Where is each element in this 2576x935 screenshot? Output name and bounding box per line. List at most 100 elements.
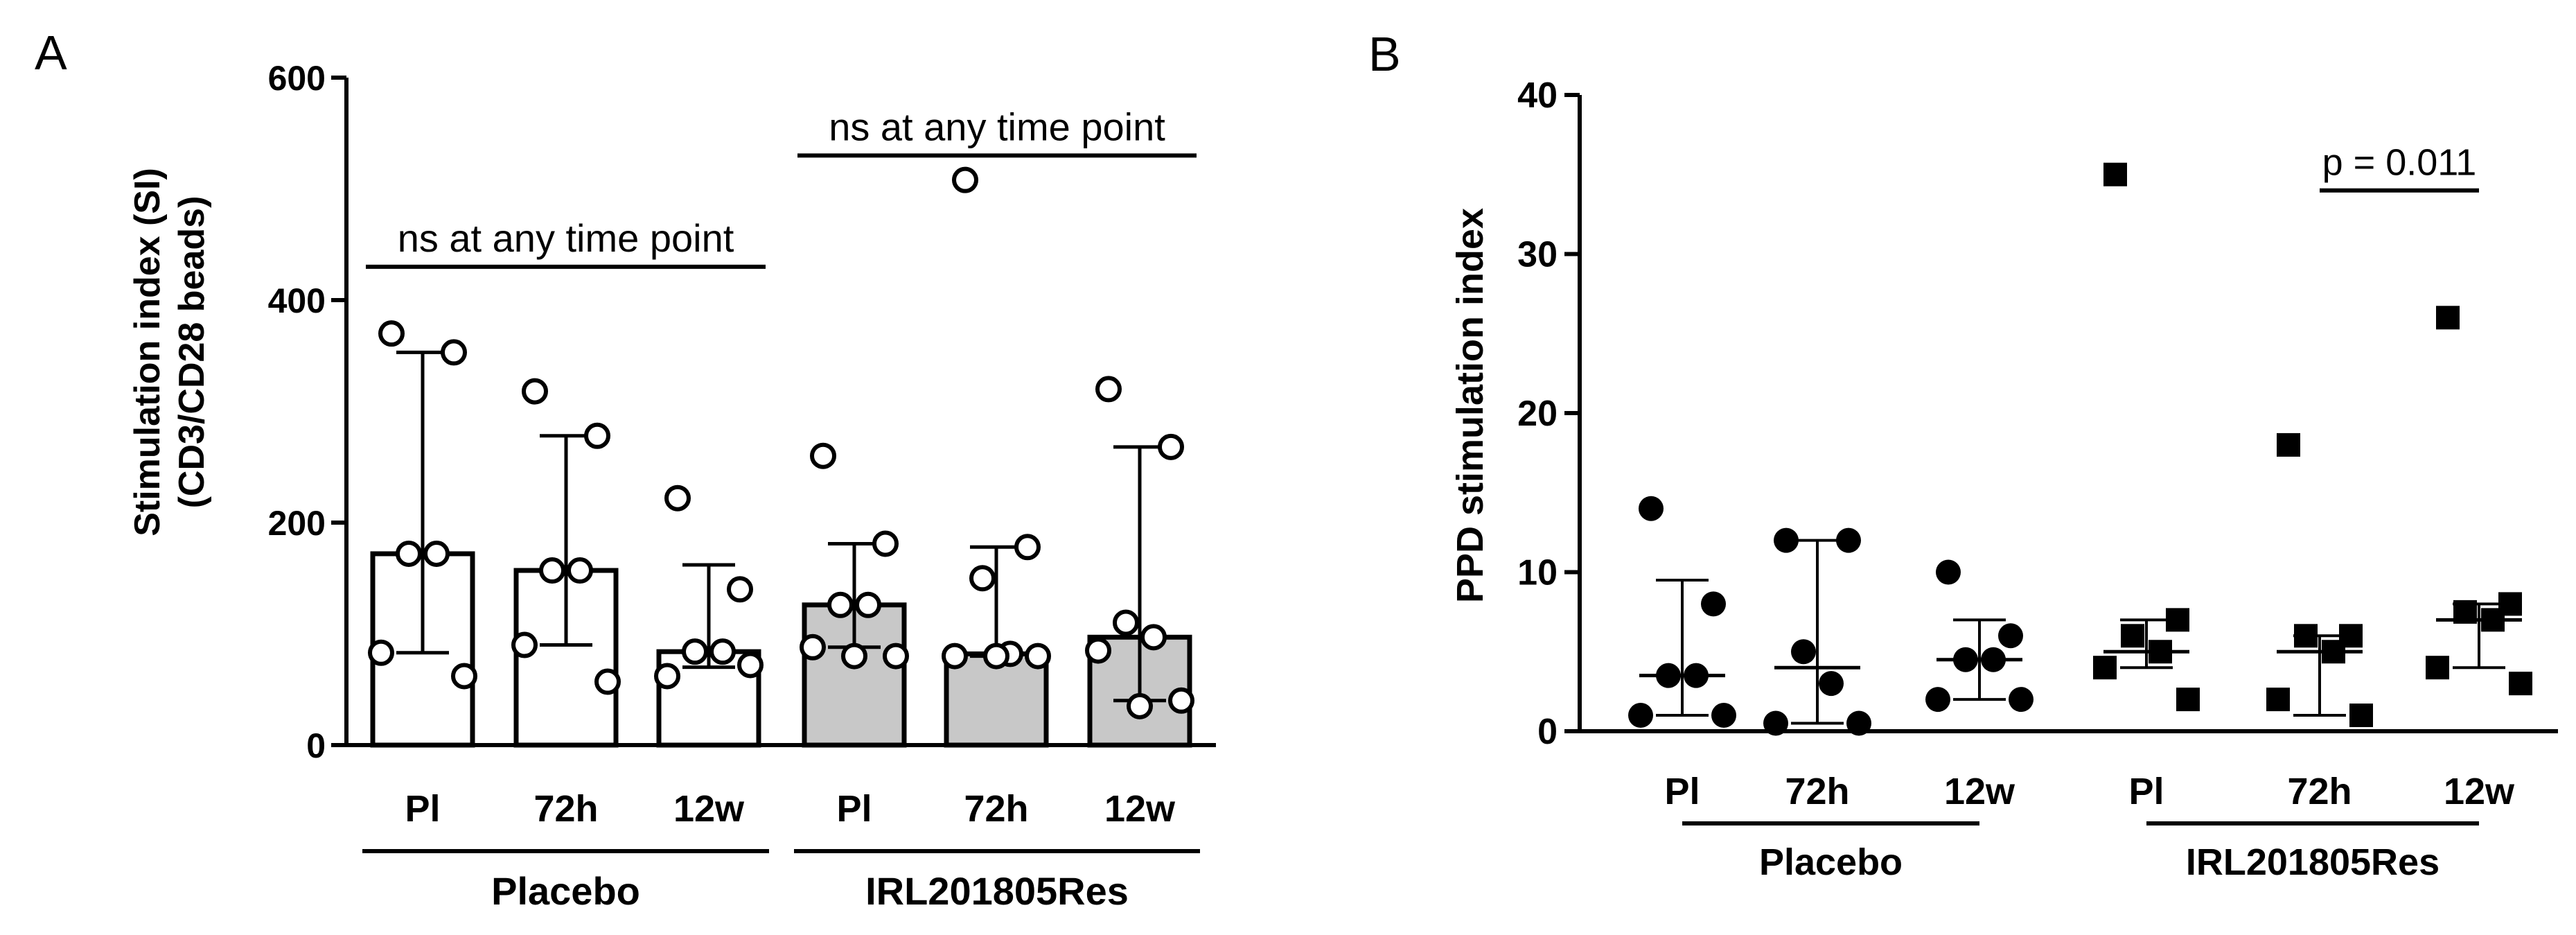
data-point [396,540,422,567]
data-point [664,484,691,512]
data-point [584,422,610,449]
x-tick-label: 72h [964,788,1028,830]
y-tick-label: 400 [268,281,326,320]
data-point [567,557,593,584]
data-point [1711,703,1736,728]
data-point [368,639,394,666]
data-point [709,638,736,665]
data-point [594,668,621,695]
data-point [2509,672,2532,696]
annotation-text: p = 0.011 [2322,142,2477,184]
y-tick-label: 40 [1517,76,1558,116]
data-point [2349,704,2373,728]
x-tick-label: Pl [2128,771,2164,812]
data-point [2103,162,2127,186]
y-tick-label: 0 [306,726,326,765]
data-point [1140,624,1167,651]
annotation-text: ns at any time point [398,216,734,260]
data-point [1684,663,1709,688]
x-tick-label: 72h [2287,771,2352,812]
data-point [1701,591,1726,617]
data-point [1127,692,1153,719]
y-tick-label: 20 [1517,394,1558,434]
data-point [1981,647,2006,672]
group-label: IRL201805Res [2186,841,2440,883]
data-point [654,663,680,690]
data-point [2277,432,2300,457]
data-point [1025,643,1051,670]
data-point [1936,559,1961,585]
data-point [682,638,708,665]
data-point [827,591,854,618]
data-point [2009,687,2034,713]
data-point [1085,637,1111,664]
data-point [855,591,881,618]
panel-b-ylabel: PPD stimulation index [1449,208,1491,603]
data-point [1639,496,1664,521]
group-label: Placebo [1759,841,1903,883]
data-point [522,378,548,405]
panel-b-letter: B [1368,27,1401,81]
data-point [2426,656,2449,680]
data-point [800,633,826,661]
x-tick-label: 12w [673,788,745,830]
x-tick-label: Pl [836,788,872,830]
data-point [423,540,450,567]
panel-b: B PPD stimulation index 0 10 20 30 40 Pl 72h 12… [1368,27,2558,883]
data-point [2294,624,2318,648]
data-point [378,320,405,347]
group-label: IRL201805Res [865,869,1129,913]
y-tick-label: 600 [268,59,326,98]
panel-a: A Stimulation index (SI) (CD3/CD28 beads… [35,26,1216,913]
data-point [2481,608,2505,632]
data-point [952,166,978,193]
data-point [451,663,477,690]
data-point [2093,656,2117,680]
data-point [969,565,996,592]
data-point [1925,687,1950,713]
x-tick-label: 12w [1944,771,2015,812]
data-point [1158,433,1184,460]
data-point [2436,306,2460,330]
y-tick-label: 200 [268,504,326,543]
data-point [1168,687,1194,714]
data-point [1819,671,1844,697]
data-point [2166,608,2189,632]
x-tick-label: Pl [405,788,440,830]
data-point [983,643,1009,670]
data-point [2453,600,2477,624]
group-label: Placebo [491,869,640,913]
y-tick-label: 10 [1517,553,1558,593]
data-point [841,643,867,670]
data-point [872,530,899,557]
y-tick-label: 0 [1537,712,1558,752]
x-tick-label: 72h [1785,771,1849,812]
data-point [1791,639,1816,665]
data-point [883,643,909,670]
data-point [1113,609,1139,636]
data-point [1656,663,1681,688]
data-point [1628,703,1653,728]
x-tick-label: 12w [1104,788,1176,830]
x-tick-label: Pl [1664,771,1700,812]
data-point [2149,640,2172,664]
data-point [942,643,968,670]
panel-a-ylabel-line1: Stimulation index (SI) [127,168,168,536]
panel-a-letter: A [35,26,67,80]
data-point [441,339,467,366]
data-point [511,631,538,658]
data-point [1095,376,1122,403]
x-tick-label: 72h [533,788,598,830]
data-point [539,557,565,584]
data-point [1953,647,1978,672]
panel-a-ylabel-line2: (CD3/CD28 beads) [172,196,212,509]
x-tick-label: 12w [2444,771,2515,812]
data-point [737,652,764,679]
data-point [1014,534,1041,561]
data-point [1836,527,1861,553]
data-point [1763,710,1788,736]
y-tick-label: 30 [1517,235,1558,275]
data-point [810,442,836,469]
data-point [2322,640,2345,664]
